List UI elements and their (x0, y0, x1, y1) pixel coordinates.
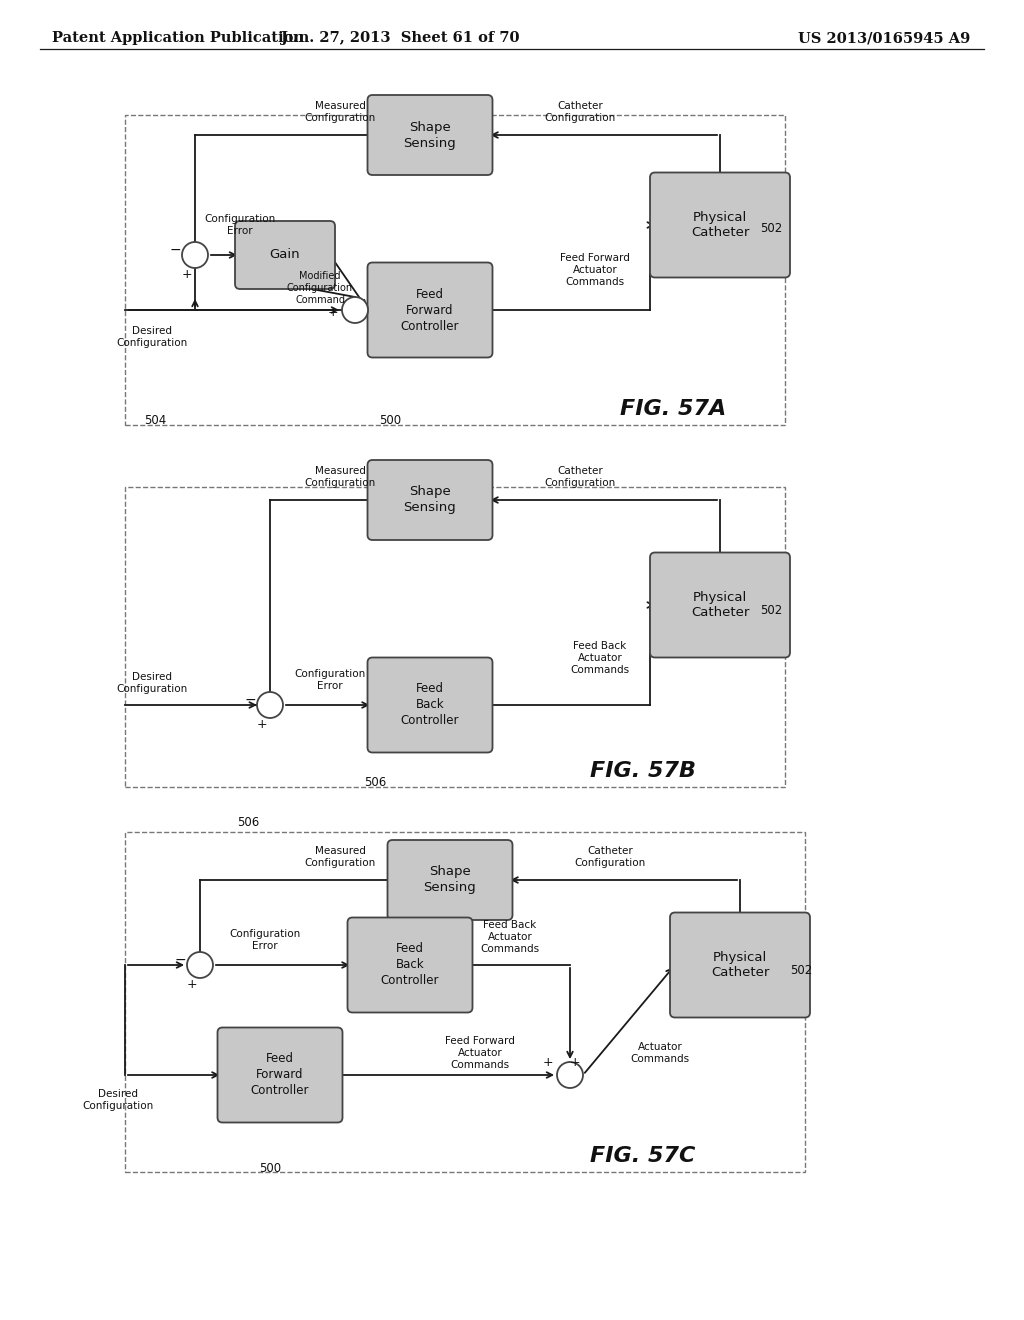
FancyBboxPatch shape (368, 95, 493, 176)
Text: Feed Forward
Actuator
Commands: Feed Forward Actuator Commands (445, 1036, 515, 1069)
Text: Physical
Catheter: Physical Catheter (711, 950, 769, 979)
Text: US 2013/0165945 A9: US 2013/0165945 A9 (798, 30, 970, 45)
Text: Configuration
Error: Configuration Error (229, 929, 301, 950)
Text: Feed Back
Actuator
Commands: Feed Back Actuator Commands (480, 920, 540, 953)
Text: 504: 504 (144, 414, 166, 428)
Text: +: + (181, 268, 193, 281)
FancyBboxPatch shape (670, 912, 810, 1018)
FancyBboxPatch shape (217, 1027, 342, 1122)
Text: Physical
Catheter: Physical Catheter (691, 590, 750, 619)
Text: Feed Back
Actuator
Commands: Feed Back Actuator Commands (570, 642, 630, 675)
Text: 502: 502 (760, 222, 782, 235)
Circle shape (187, 952, 213, 978)
Text: Desired
Configuration: Desired Configuration (82, 1089, 154, 1111)
Text: Shape
Sensing: Shape Sensing (403, 120, 457, 149)
Text: Feed
Forward
Controller: Feed Forward Controller (251, 1052, 309, 1097)
Text: Catheter
Configuration: Catheter Configuration (545, 466, 615, 488)
Text: Desired
Configuration: Desired Configuration (117, 672, 187, 694)
Bar (125, 832, 805, 1172)
Text: Configuration
Error: Configuration Error (205, 214, 275, 236)
Circle shape (182, 242, 208, 268)
Text: 502: 502 (760, 603, 782, 616)
FancyBboxPatch shape (650, 553, 790, 657)
Text: +: + (257, 718, 267, 731)
Text: 502: 502 (790, 964, 812, 977)
Text: +: + (186, 978, 198, 991)
Bar (125, 487, 785, 787)
Text: Shape
Sensing: Shape Sensing (403, 486, 457, 515)
Circle shape (557, 1063, 583, 1088)
Text: Jun. 27, 2013  Sheet 61 of 70: Jun. 27, 2013 Sheet 61 of 70 (281, 30, 519, 45)
Text: Measured
Configuration: Measured Configuration (304, 846, 376, 867)
Text: Measured
Configuration: Measured Configuration (304, 466, 376, 488)
Text: −: − (244, 693, 256, 708)
Text: Catheter
Configuration: Catheter Configuration (574, 846, 645, 867)
FancyBboxPatch shape (368, 263, 493, 358)
Text: Desired
Configuration: Desired Configuration (117, 326, 187, 347)
Text: 506: 506 (237, 817, 259, 829)
FancyBboxPatch shape (368, 657, 493, 752)
Text: Measured
Configuration: Measured Configuration (304, 102, 376, 123)
FancyBboxPatch shape (387, 840, 512, 920)
FancyBboxPatch shape (368, 459, 493, 540)
Text: Feed Forward
Actuator
Commands: Feed Forward Actuator Commands (560, 253, 630, 286)
Circle shape (342, 297, 368, 323)
Text: +: + (543, 1056, 553, 1069)
Text: FIG. 57C: FIG. 57C (590, 1146, 695, 1166)
Text: Catheter
Configuration: Catheter Configuration (545, 102, 615, 123)
Text: Feed
Back
Controller: Feed Back Controller (400, 682, 459, 727)
Text: −: − (174, 953, 185, 968)
FancyBboxPatch shape (650, 173, 790, 277)
FancyBboxPatch shape (234, 220, 335, 289)
Text: Feed
Back
Controller: Feed Back Controller (381, 942, 439, 987)
Text: 506: 506 (364, 776, 386, 789)
Text: +: + (569, 1056, 581, 1069)
Circle shape (257, 692, 283, 718)
FancyBboxPatch shape (347, 917, 472, 1012)
Text: Actuator
Commands: Actuator Commands (631, 1043, 689, 1064)
Text: −: − (169, 243, 181, 257)
Text: +: + (328, 306, 338, 319)
Text: Patent Application Publication: Patent Application Publication (52, 30, 304, 45)
Text: FIG. 57B: FIG. 57B (590, 762, 696, 781)
Bar (125, 115, 785, 425)
Text: FIG. 57A: FIG. 57A (620, 399, 726, 418)
Text: Feed
Forward
Controller: Feed Forward Controller (400, 288, 459, 333)
Text: Configuration
Error: Configuration Error (294, 669, 366, 690)
Text: 500: 500 (259, 1162, 281, 1175)
Text: Shape
Sensing: Shape Sensing (424, 866, 476, 895)
Text: 500: 500 (379, 414, 401, 428)
Text: Gain: Gain (269, 248, 300, 261)
Text: Modified
Configuration
Command: Modified Configuration Command (287, 272, 353, 305)
Text: Physical
Catheter: Physical Catheter (691, 210, 750, 239)
